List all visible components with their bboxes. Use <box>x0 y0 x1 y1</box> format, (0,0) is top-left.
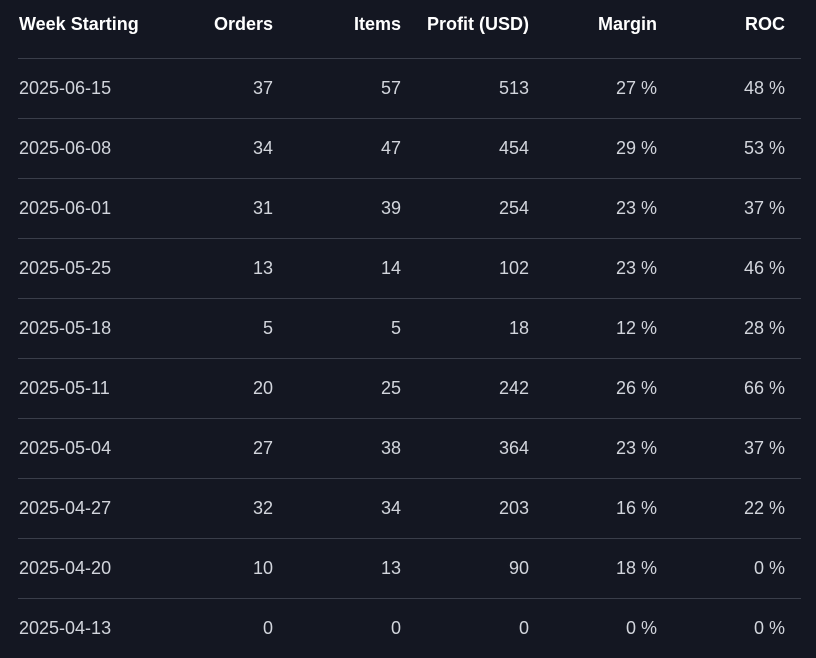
cell-items: 5 <box>390 318 401 338</box>
header-week-starting[interactable]: Week Starting <box>19 14 139 34</box>
cell-items: 25 <box>380 378 401 398</box>
cell-profit: 254 <box>498 198 529 218</box>
cell-week-starting: 2025-06-15 <box>19 78 112 98</box>
cell-week-starting: 2025-04-27 <box>19 498 112 518</box>
cell-roc: 37 % <box>743 198 785 218</box>
cell-orders: 37 <box>252 78 273 98</box>
header-margin[interactable]: Margin <box>597 14 657 34</box>
cell-roc: 37 % <box>743 438 785 458</box>
cell-items: 47 <box>380 138 401 158</box>
header-items[interactable]: Items <box>353 14 401 34</box>
header-roc[interactable]: ROC <box>745 14 785 34</box>
cell-profit: 242 <box>498 378 529 398</box>
cell-week-starting: 2025-05-25 <box>19 258 112 278</box>
cell-roc: 0 % <box>753 618 785 638</box>
table-row: 2025-06-01 31 39 254 23 % 37 % <box>18 179 801 239</box>
cell-roc: 48 % <box>743 78 785 98</box>
cell-roc: 53 % <box>743 138 785 158</box>
cell-orders: 32 <box>252 498 273 518</box>
header-profit[interactable]: Profit (USD) <box>427 14 529 34</box>
cell-orders: 5 <box>262 318 273 338</box>
cell-week-starting: 2025-05-04 <box>19 438 112 458</box>
cell-week-starting: 2025-05-11 <box>19 378 110 398</box>
cell-margin: 29 % <box>615 138 657 158</box>
cell-orders: 0 <box>262 618 273 638</box>
cell-profit: 102 <box>498 258 529 278</box>
cell-items: 38 <box>380 438 401 458</box>
table-row: 2025-06-08 34 47 454 29 % 53 % <box>18 119 801 179</box>
header-orders[interactable]: Orders <box>213 14 273 34</box>
cell-profit: 90 <box>508 558 529 578</box>
table-row: 2025-05-11 20 25 242 26 % 66 % <box>18 359 801 419</box>
cell-roc: 66 % <box>743 378 785 398</box>
cell-profit: 364 <box>498 438 529 458</box>
cell-week-starting: 2025-06-08 <box>19 138 112 158</box>
cell-orders: 27 <box>252 438 273 458</box>
cell-margin: 26 % <box>615 378 657 398</box>
cell-margin: 18 % <box>615 558 657 578</box>
cell-profit: 0 <box>518 618 529 638</box>
cell-margin: 16 % <box>615 498 657 518</box>
cell-week-starting: 2025-05-18 <box>19 318 112 338</box>
table-row: 2025-04-27 32 34 203 16 % 22 % <box>18 479 801 539</box>
table-header: Week Starting Orders Items Profit (USD) … <box>18 0 801 59</box>
cell-profit: 454 <box>498 138 529 158</box>
cell-orders: 13 <box>252 258 273 278</box>
cell-roc: 46 % <box>743 258 785 278</box>
cell-margin: 12 % <box>615 318 657 338</box>
cell-week-starting: 2025-04-20 <box>19 558 112 578</box>
cell-orders: 34 <box>252 138 273 158</box>
table-row: 2025-04-20 10 13 90 18 % 0 % <box>18 539 801 599</box>
table-row: 2025-04-13 0 0 0 0 % 0 % <box>18 599 801 658</box>
cell-orders: 10 <box>252 558 273 578</box>
cell-margin: 23 % <box>615 258 657 278</box>
cell-items: 0 <box>390 618 401 638</box>
cell-profit: 203 <box>498 498 529 518</box>
cell-items: 39 <box>380 198 401 218</box>
table-row: 2025-05-18 5 5 18 12 % 28 % <box>18 299 801 359</box>
table-row: 2025-05-25 13 14 102 23 % 46 % <box>18 239 801 299</box>
cell-roc: 28 % <box>743 318 785 338</box>
cell-items: 34 <box>380 498 401 518</box>
cell-week-starting: 2025-04-13 <box>19 618 112 638</box>
weekly-stats-table: Week Starting Orders Items Profit (USD) … <box>18 0 801 658</box>
table-row: 2025-05-04 27 38 364 23 % 37 % <box>18 419 801 479</box>
cell-items: 57 <box>380 78 401 98</box>
cell-items: 14 <box>380 258 401 278</box>
cell-orders: 31 <box>252 198 273 218</box>
table-row: 2025-06-15 37 57 513 27 % 48 % <box>18 59 801 119</box>
cell-roc: 22 % <box>743 498 785 518</box>
cell-roc: 0 % <box>753 558 785 578</box>
cell-profit: 513 <box>498 78 529 98</box>
cell-margin: 23 % <box>615 198 657 218</box>
cell-items: 13 <box>380 558 401 578</box>
cell-week-starting: 2025-06-01 <box>19 198 112 218</box>
cell-margin: 27 % <box>615 78 657 98</box>
cell-orders: 20 <box>252 378 273 398</box>
cell-margin: 23 % <box>615 438 657 458</box>
cell-margin: 0 % <box>625 618 657 638</box>
cell-profit: 18 <box>508 318 529 338</box>
